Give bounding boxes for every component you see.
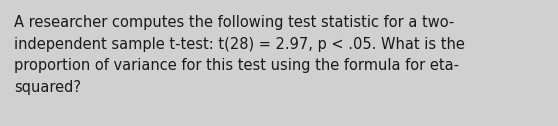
- Text: A researcher computes the following test statistic for a two-
independent sample: A researcher computes the following test…: [14, 15, 465, 95]
